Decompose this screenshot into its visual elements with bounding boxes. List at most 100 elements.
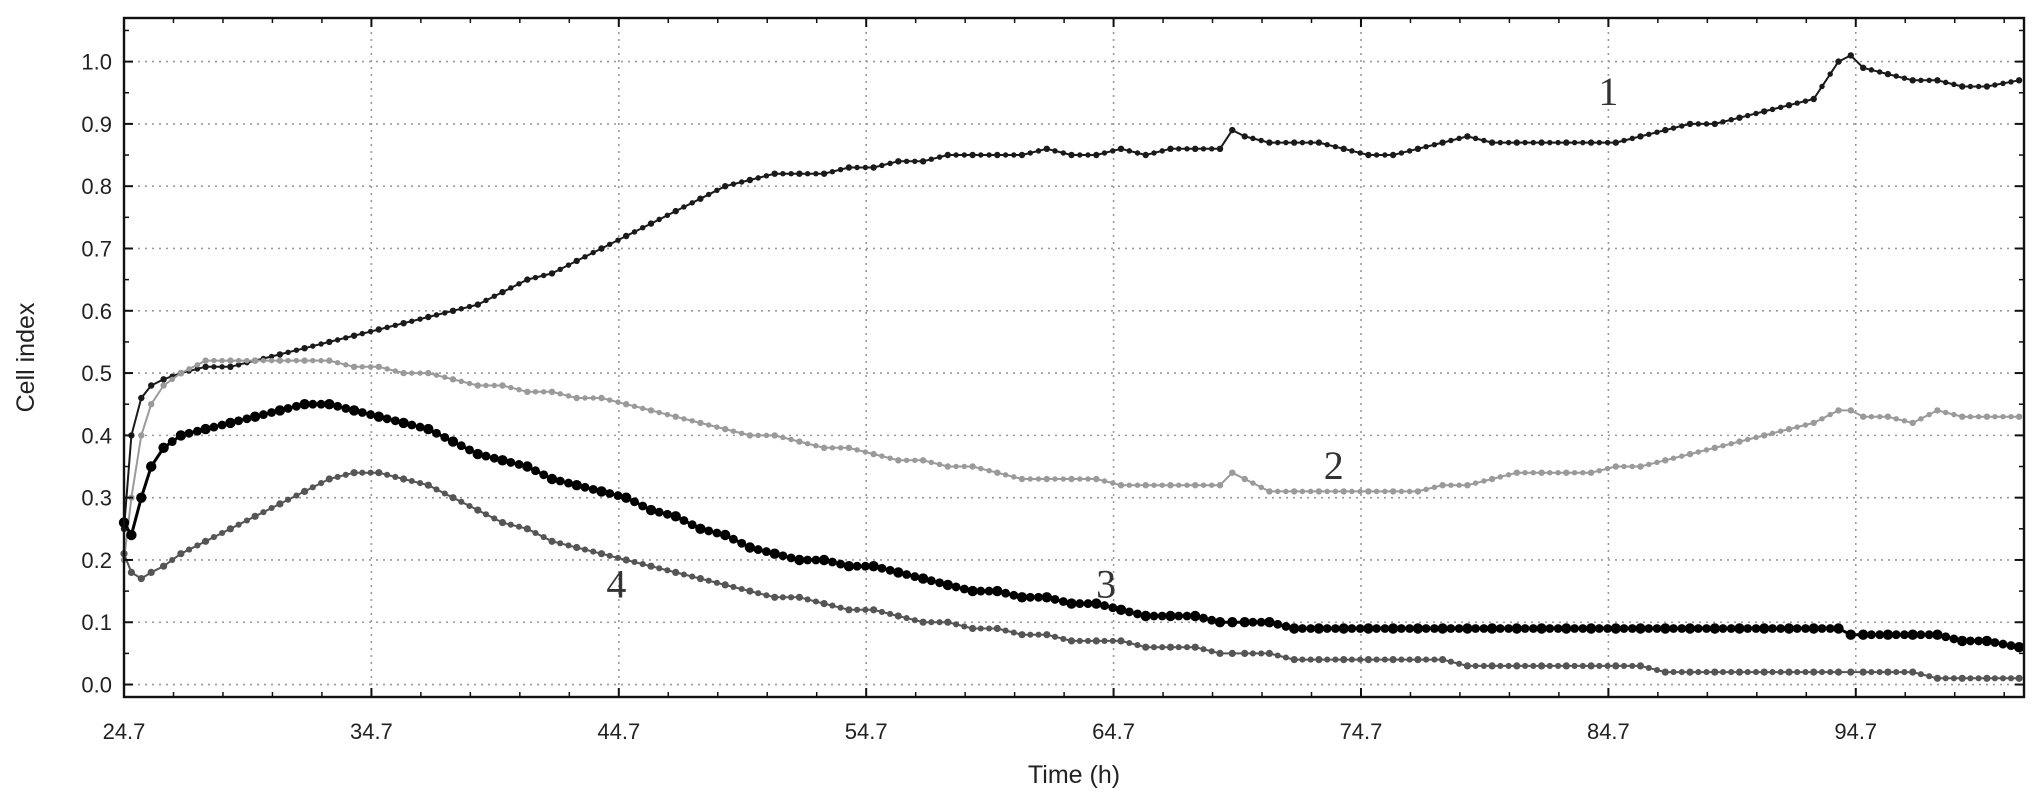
data-point (1983, 413, 1991, 420)
data-point (202, 357, 209, 364)
data-point-marker (1085, 152, 1091, 158)
data-point-marker (705, 191, 712, 198)
data-point-marker (1819, 83, 1825, 90)
data-point (1315, 488, 1323, 495)
data-point-marker (217, 420, 227, 430)
data-point-marker (679, 516, 689, 525)
data-point (1585, 623, 1597, 634)
data-point-marker (481, 451, 491, 461)
data-point (375, 326, 382, 333)
data-point-marker (1975, 675, 1982, 682)
y-tick-label: 0.8 (81, 174, 112, 199)
data-point-marker (1200, 482, 1207, 488)
data-point (1884, 668, 1892, 676)
data-point (548, 388, 556, 395)
data-point-marker (366, 410, 376, 420)
data-point-marker (1579, 662, 1586, 669)
data-point-marker (1604, 662, 1611, 669)
data-point (1016, 592, 1028, 603)
data-point (249, 411, 261, 422)
data-point-marker (466, 380, 473, 387)
data-point-marker (1670, 455, 1677, 461)
data-point-marker (681, 204, 687, 210)
data-point (1785, 425, 1793, 433)
data-point (596, 486, 607, 497)
data-point-marker (384, 366, 390, 372)
x-tick-label: 74.7 (1340, 719, 1383, 744)
data-point (1511, 623, 1523, 634)
data-point-marker (333, 401, 343, 411)
data-point-marker (1619, 624, 1629, 633)
data-point-marker (1307, 488, 1314, 495)
data-point (623, 401, 630, 408)
data-point-marker (1052, 148, 1058, 154)
data-point (1142, 151, 1149, 159)
data-point (1117, 145, 1125, 152)
data-point-marker (1596, 139, 1603, 146)
data-point-marker (1175, 644, 1182, 651)
x-tick-label: 94.7 (1834, 719, 1877, 744)
data-point (498, 519, 507, 527)
data-point (870, 450, 877, 458)
data-point-marker (417, 370, 423, 376)
data-point (2015, 674, 2023, 682)
y-tick-label: 0.3 (81, 486, 112, 511)
data-point (1835, 58, 1842, 65)
data-point (1808, 623, 1819, 634)
data-point-marker (590, 395, 596, 401)
data-point (820, 170, 828, 177)
data-point-marker (780, 170, 786, 177)
data-point-marker (986, 625, 993, 632)
data-point-marker (268, 504, 275, 512)
data-point-marker (1594, 624, 1604, 633)
data-point (1538, 469, 1545, 476)
data-point-marker (532, 529, 539, 537)
data-point (820, 600, 828, 608)
data-point-marker (219, 357, 225, 364)
data-point-marker (1077, 152, 1083, 158)
data-point (2015, 77, 2023, 84)
data-point-marker (539, 470, 549, 480)
data-point-marker (1380, 624, 1390, 633)
data-point (1241, 649, 1249, 658)
data-point (1227, 617, 1238, 628)
data-point-marker (341, 403, 351, 413)
curve-label-2: 2 (1324, 443, 1344, 488)
data-point-marker (516, 386, 522, 393)
data-point-marker (730, 583, 737, 590)
data-point (771, 170, 778, 177)
curve-labels: 1 2 3 4 (606, 69, 1618, 606)
data-point (1414, 656, 1422, 664)
data-point-marker (491, 515, 498, 522)
data-point (1761, 432, 1768, 439)
data-point-marker (1777, 428, 1784, 434)
data-point-marker (1702, 624, 1711, 633)
data-point-marker (738, 585, 745, 593)
data-point (1462, 623, 1473, 634)
data-point-marker (1926, 673, 1933, 680)
data-point-marker (1307, 139, 1314, 146)
data-point-marker (738, 179, 745, 185)
data-point (598, 394, 605, 402)
data-point (721, 581, 729, 589)
data-point-marker (630, 497, 639, 507)
data-point-marker (1951, 411, 1957, 418)
data-point-marker (1505, 662, 1512, 669)
data-point-marker (1703, 121, 1710, 127)
data-point-marker (1324, 141, 1330, 148)
data-point (944, 151, 951, 159)
data-point-marker (953, 621, 960, 628)
data-point-marker (359, 469, 366, 476)
data-point-marker (516, 281, 522, 287)
data-point (1847, 52, 1855, 59)
data-point-marker (862, 449, 869, 455)
data-point (1365, 151, 1372, 159)
data-point-marker (1621, 137, 1627, 144)
data-point-marker (1479, 624, 1489, 633)
data-point-marker (1719, 669, 1727, 676)
data-point (1884, 70, 1892, 78)
data-point (1686, 450, 1694, 458)
data-point-marker (194, 366, 201, 372)
data-point-marker (211, 364, 217, 370)
data-point (1637, 463, 1644, 470)
